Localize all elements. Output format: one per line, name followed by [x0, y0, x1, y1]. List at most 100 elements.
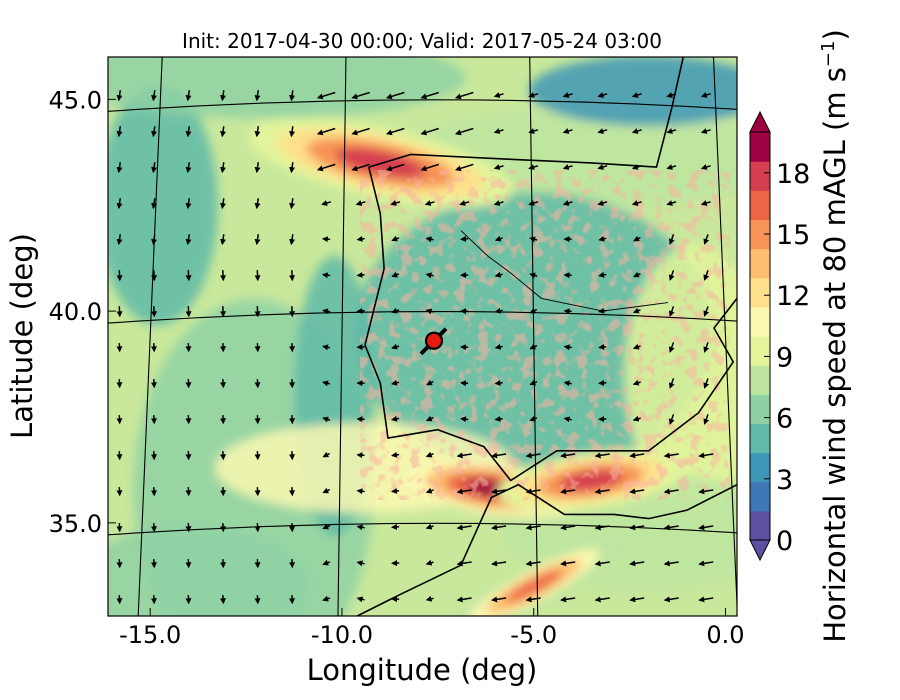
wind-arrow — [666, 128, 677, 134]
wind-arrow — [254, 234, 261, 246]
colorbar-segment — [750, 132, 770, 162]
wind-arrow — [321, 236, 331, 243]
wind-arrow — [185, 162, 192, 174]
wind-arrow — [116, 162, 123, 174]
colorbar-frame — [749, 131, 771, 541]
wind-arrow — [316, 91, 336, 100]
wind-arrow — [456, 524, 472, 531]
inland-water-outline — [460, 230, 669, 312]
wind-arrow — [700, 164, 711, 170]
wind-arrow — [391, 343, 400, 350]
wind-arrow — [698, 452, 714, 459]
wind-arrow — [563, 308, 572, 315]
parallel-line — [108, 99, 737, 112]
colorbar-segment — [750, 306, 770, 337]
wind-arrow — [356, 452, 365, 459]
wind-arrow — [420, 163, 440, 172]
wind-arrow — [425, 451, 434, 458]
wind-arrow — [420, 127, 440, 136]
wind-arrow — [454, 163, 474, 172]
wind-arrow — [289, 162, 296, 174]
wind-arrow — [456, 452, 472, 459]
wind-arrow — [456, 596, 472, 603]
wind-arrow — [351, 163, 370, 172]
wind-arrow — [529, 343, 538, 350]
land-noise-texture — [360, 170, 730, 500]
wind-arrow — [322, 523, 331, 530]
wind-arrow — [185, 306, 192, 318]
wind-arrow — [598, 235, 607, 242]
wind-arrow — [529, 272, 538, 279]
wind-arrow — [491, 560, 507, 567]
meridian-line — [529, 57, 539, 616]
coastlines — [356, 57, 737, 616]
wind-arrow — [322, 559, 331, 566]
y-tick-label: 40.0 — [49, 298, 102, 326]
wind-arrow — [391, 523, 400, 530]
wind-arrow — [598, 379, 607, 386]
wind-arrow — [289, 306, 296, 318]
wind-arrow — [151, 126, 157, 138]
wind-arrow — [460, 235, 469, 242]
wind-arrow — [563, 416, 572, 423]
wind-arrow — [425, 415, 434, 422]
wind-arrow — [562, 128, 573, 134]
wind-arrow — [116, 198, 123, 210]
wind-arrow — [493, 128, 504, 134]
wind-arrow — [562, 200, 573, 206]
wind-arrow — [116, 90, 123, 102]
wind-arrow — [356, 488, 365, 495]
wind-arrow — [631, 128, 642, 134]
wind-arrow — [594, 596, 610, 603]
wind-arrow — [632, 379, 641, 386]
map-frame — [107, 56, 738, 617]
wind-arrow — [494, 271, 503, 278]
wind-arrow — [356, 271, 365, 278]
wind-arrow — [355, 200, 366, 206]
wind-arrow — [289, 90, 296, 102]
wind-arrow — [425, 487, 434, 494]
wind-arrow — [629, 560, 645, 567]
wind-arrow — [698, 524, 714, 531]
x-tick-label: -15.0 — [119, 621, 181, 649]
meridian-line — [137, 57, 163, 616]
wind-arrow — [493, 92, 504, 98]
wind-arrow — [494, 307, 503, 314]
wind-arrow — [560, 488, 576, 495]
colorbar-label-main: Horizontal wind speed at 80 mAGL (m s — [818, 67, 852, 643]
wind-arrow — [254, 198, 261, 210]
wind-arrow — [594, 524, 610, 531]
wind-arrow — [289, 270, 296, 282]
wind-arrow — [356, 524, 365, 531]
wind-arrow — [597, 92, 608, 98]
wind-arrow — [425, 272, 434, 279]
colorbar-tick-label: 15 — [776, 220, 810, 251]
colorbar-segment — [750, 248, 770, 279]
wind-arrow — [351, 127, 370, 136]
wind-arrow — [391, 487, 400, 494]
iberia-coastline — [364, 57, 737, 482]
wind-arrow — [151, 234, 157, 246]
wind-arrow — [529, 236, 538, 243]
wind-arrow — [116, 126, 123, 138]
wind-vectors — [116, 90, 714, 605]
wind-arrow — [597, 128, 608, 134]
wind-arrow — [703, 306, 710, 317]
wind-arrow — [220, 270, 227, 282]
wind-arrow — [151, 270, 158, 282]
wind-arrow — [185, 126, 192, 138]
x-axis-label: Longitude (deg) — [307, 653, 538, 687]
wind-arrow — [525, 596, 541, 603]
wind-arrow — [391, 271, 400, 278]
wind-arrow — [698, 488, 714, 495]
site-marker-dot — [424, 331, 444, 350]
wind-arrow — [562, 164, 573, 170]
meridian-line — [337, 57, 347, 616]
wind-arrow — [321, 200, 332, 206]
wind-arrow — [631, 164, 642, 170]
parallel-line — [108, 522, 737, 536]
wind-arrow — [563, 380, 572, 387]
y-axis-ticks: 35.0 40.0 45.0 — [49, 86, 116, 538]
wind-arrow — [356, 596, 365, 603]
wind-arrow — [385, 163, 405, 172]
